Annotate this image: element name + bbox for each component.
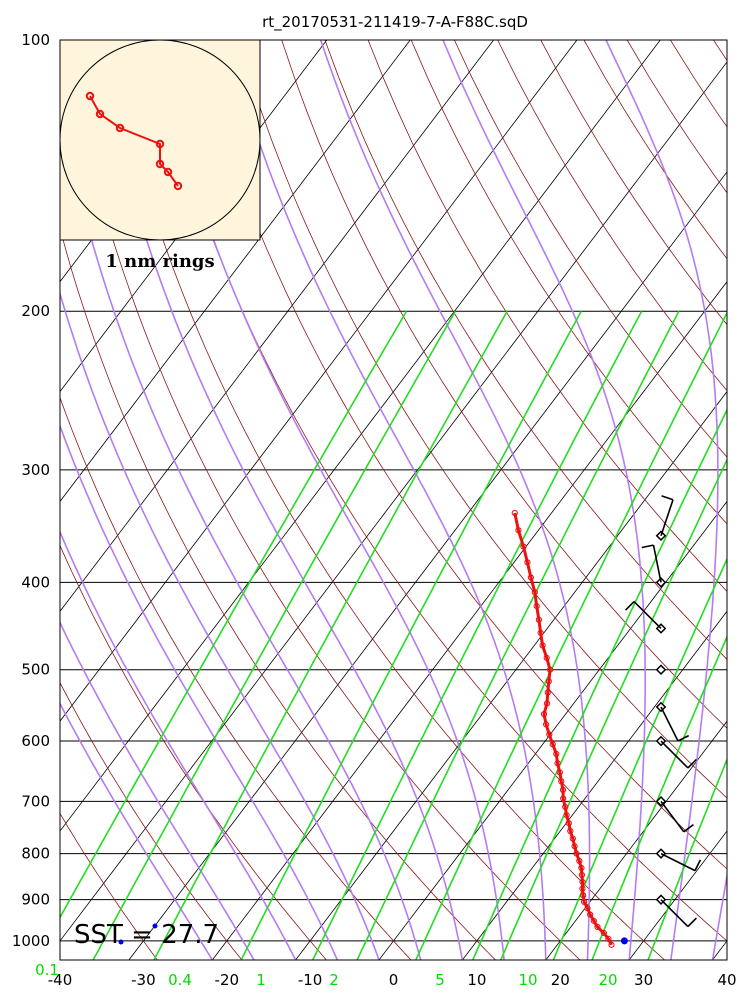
- mixing-ratio-line: [592, 311, 750, 960]
- temperature-trace: [515, 513, 612, 945]
- mixing-ratio-line: [93, 311, 455, 960]
- dry-adiabat: [714, 40, 750, 960]
- wind-barb-500: [657, 665, 665, 673]
- pressure-tick-800: 800: [21, 845, 50, 863]
- mixing-ratio-line: [154, 311, 507, 960]
- temperature-tick-40: 40: [717, 971, 736, 989]
- wind-barb-flag-400: [642, 545, 654, 547]
- mixing-ratio-tick-0.1: 0.1: [35, 961, 59, 979]
- isotherm: [379, 40, 750, 960]
- mixing-ratio-tick-2: 2: [329, 971, 339, 989]
- wind-barb-station-500: [657, 665, 665, 673]
- wind-barb-355: [657, 496, 673, 540]
- pressure-tick-200: 200: [21, 302, 50, 320]
- sst-point-left: [119, 940, 124, 945]
- mixing-ratio-tick-5: 5: [435, 971, 445, 989]
- isotherm: [462, 40, 750, 960]
- wind-barb-flag-900: [688, 918, 697, 927]
- wind-barb-staff-600: [661, 741, 688, 768]
- mixing-ratio-line: [36, 311, 406, 960]
- mixing-ratio-tick-20: 20: [598, 971, 617, 989]
- temperature-tick-10: 10: [467, 971, 486, 989]
- temperature-tick--10: -10: [298, 971, 323, 989]
- temperature-tick-30: 30: [634, 971, 653, 989]
- sst-label: SST = 27.7: [74, 920, 219, 950]
- mixing-ratio-line: [313, 311, 642, 960]
- mixing-ratio-tick-10: 10: [518, 971, 537, 989]
- mixing-ratio-tick-0.4: 0.4: [168, 971, 192, 989]
- chart-title: rt_20170531-211419-7-A-F88C.sqD: [262, 13, 528, 32]
- sst-marker: [621, 937, 628, 944]
- temperature-profile: [512, 510, 614, 947]
- sst-point-mid: [153, 924, 158, 929]
- wind-barb-flag-355: [662, 496, 673, 500]
- wind-barb-staff-700: [661, 801, 684, 831]
- temperature-tick--30: -30: [131, 971, 156, 989]
- wind-barb-staff-800: [661, 854, 695, 871]
- hodograph-inset: 1 nm rings: [60, 40, 260, 272]
- pressure-tick-500: 500: [21, 661, 50, 679]
- temperature-tick-20: 20: [551, 971, 570, 989]
- pressure-tick-900: 900: [21, 891, 50, 909]
- pressure-tick-300: 300: [21, 461, 50, 479]
- moist-adiabat: [443, 40, 645, 960]
- temperature-tick--20: -20: [215, 971, 240, 989]
- pressure-tick-400: 400: [21, 573, 50, 591]
- wind-barb-800: [657, 849, 701, 870]
- isotherm: [296, 40, 750, 960]
- moist-adiabat: [228, 40, 546, 960]
- dry-adiabat: [411, 40, 750, 960]
- temperature-tick-0: 0: [389, 971, 399, 989]
- dry-adiabat: [670, 40, 750, 960]
- pressure-tick-700: 700: [21, 792, 50, 810]
- moist-adiabat: [321, 40, 590, 960]
- mixing-ratio-tick-1: 1: [256, 971, 266, 989]
- pressure-tick-1000: 1000: [12, 932, 50, 950]
- pressure-tick-100: 100: [21, 31, 50, 49]
- dry-adiabat: [282, 40, 750, 960]
- inset-label: 1 nm rings: [105, 251, 214, 272]
- pressure-tick-600: 600: [21, 732, 50, 750]
